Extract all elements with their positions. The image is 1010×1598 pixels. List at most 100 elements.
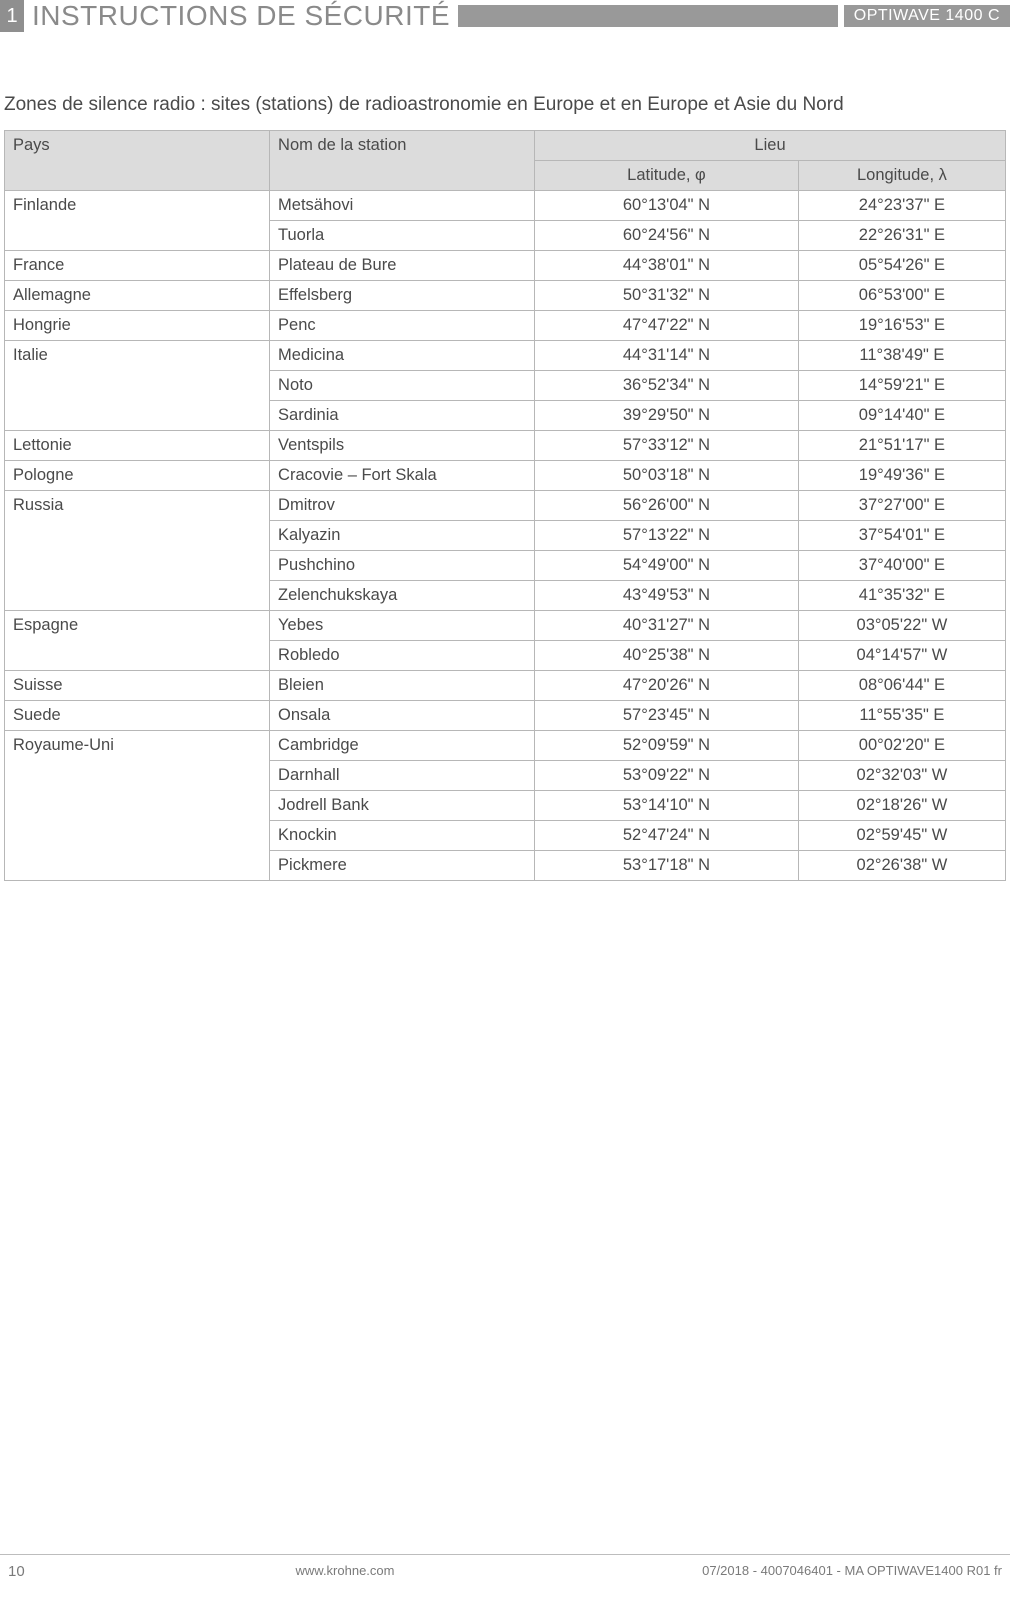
cell-country: Royaume-Uni	[5, 730, 270, 880]
cell-longitude: 00°02'20" E	[798, 730, 1005, 760]
table-row: EspagneYebes40°31'27" N03°05'22" W	[5, 610, 1006, 640]
cell-station: Onsala	[270, 700, 535, 730]
table-row: HongriePenc47°47'22" N19°16'53" E	[5, 310, 1006, 340]
cell-country: Italie	[5, 340, 270, 430]
cell-latitude: 36°52'34" N	[535, 370, 799, 400]
cell-latitude: 57°23'45" N	[535, 700, 799, 730]
cell-latitude: 50°03'18" N	[535, 460, 799, 490]
cell-station: Noto	[270, 370, 535, 400]
cell-longitude: 08°06'44" E	[798, 670, 1005, 700]
cell-latitude: 53°14'10" N	[535, 790, 799, 820]
cell-longitude: 21°51'17" E	[798, 430, 1005, 460]
cell-latitude: 53°09'22" N	[535, 760, 799, 790]
th-longitude: Longitude, λ	[798, 160, 1005, 190]
cell-longitude: 11°38'49" E	[798, 340, 1005, 370]
page-number: 10	[8, 1563, 68, 1580]
table-body: FinlandeMetsähovi60°13'04" N24°23'37" ET…	[5, 190, 1006, 880]
cell-latitude: 44°38'01" N	[535, 250, 799, 280]
cell-longitude: 37°27'00" E	[798, 490, 1005, 520]
cell-station: Cracovie – Fort Skala	[270, 460, 535, 490]
th-country: Pays	[5, 130, 270, 190]
cell-station: Medicina	[270, 340, 535, 370]
cell-latitude: 52°09'59" N	[535, 730, 799, 760]
table-row: AllemagneEffelsberg50°31'32" N06°53'00" …	[5, 280, 1006, 310]
table-header-row: Pays Nom de la station Lieu	[5, 130, 1006, 160]
cell-longitude: 02°59'45" W	[798, 820, 1005, 850]
cell-longitude: 11°55'35" E	[798, 700, 1005, 730]
cell-latitude: 44°31'14" N	[535, 340, 799, 370]
product-name: OPTIWAVE 1400 C	[844, 5, 1010, 27]
section-title: INSTRUCTIONS DE SÉCURITÉ	[24, 0, 458, 32]
cell-longitude: 41°35'32" E	[798, 580, 1005, 610]
table-row: SuisseBleien47°20'26" N08°06'44" E	[5, 670, 1006, 700]
cell-station: Pickmere	[270, 850, 535, 880]
cell-station: Effelsberg	[270, 280, 535, 310]
cell-country: Russia	[5, 490, 270, 610]
page-footer: 10 www.krohne.com 07/2018 - 4007046401 -…	[0, 1554, 1010, 1580]
th-latitude: Latitude, φ	[535, 160, 799, 190]
cell-longitude: 14°59'21" E	[798, 370, 1005, 400]
cell-latitude: 47°20'26" N	[535, 670, 799, 700]
cell-station: Robledo	[270, 640, 535, 670]
cell-longitude: 03°05'22" W	[798, 610, 1005, 640]
cell-longitude: 09°14'40" E	[798, 400, 1005, 430]
cell-station: Tuorla	[270, 220, 535, 250]
page-header: 1 INSTRUCTIONS DE SÉCURITÉ OPTIWAVE 1400…	[0, 0, 1010, 32]
table-row: Royaume-UniCambridge52°09'59" N00°02'20"…	[5, 730, 1006, 760]
cell-station: Ventspils	[270, 430, 535, 460]
cell-station: Sardinia	[270, 400, 535, 430]
cell-station: Jodrell Bank	[270, 790, 535, 820]
cell-longitude: 37°40'00" E	[798, 550, 1005, 580]
cell-station: Kalyazin	[270, 520, 535, 550]
table-row: RussiaDmitrov56°26'00" N37°27'00" E	[5, 490, 1006, 520]
table-row: ItalieMedicina44°31'14" N11°38'49" E	[5, 340, 1006, 370]
cell-latitude: 56°26'00" N	[535, 490, 799, 520]
cell-latitude: 60°13'04" N	[535, 190, 799, 220]
cell-latitude: 57°33'12" N	[535, 430, 799, 460]
cell-country: Finlande	[5, 190, 270, 250]
cell-latitude: 40°25'38" N	[535, 640, 799, 670]
table-row: PologneCracovie – Fort Skala50°03'18" N1…	[5, 460, 1006, 490]
table-row: FrancePlateau de Bure44°38'01" N05°54'26…	[5, 250, 1006, 280]
cell-longitude: 19°16'53" E	[798, 310, 1005, 340]
cell-longitude: 02°18'26" W	[798, 790, 1005, 820]
cell-latitude: 43°49'53" N	[535, 580, 799, 610]
cell-latitude: 40°31'27" N	[535, 610, 799, 640]
cell-longitude: 22°26'31" E	[798, 220, 1005, 250]
cell-country: Pologne	[5, 460, 270, 490]
table-row: LettonieVentspils57°33'12" N21°51'17" E	[5, 430, 1006, 460]
cell-longitude: 19°49'36" E	[798, 460, 1005, 490]
cell-latitude: 57°13'22" N	[535, 520, 799, 550]
cell-station: Zelenchukskaya	[270, 580, 535, 610]
cell-country: France	[5, 250, 270, 280]
cell-station: Yebes	[270, 610, 535, 640]
cell-country: Espagne	[5, 610, 270, 670]
cell-latitude: 52°47'24" N	[535, 820, 799, 850]
intro-text: Zones de silence radio : sites (stations…	[0, 92, 1010, 130]
cell-country: Lettonie	[5, 430, 270, 460]
cell-latitude: 39°29'50" N	[535, 400, 799, 430]
cell-latitude: 50°31'32" N	[535, 280, 799, 310]
cell-longitude: 24°23'37" E	[798, 190, 1005, 220]
table-row: FinlandeMetsähovi60°13'04" N24°23'37" E	[5, 190, 1006, 220]
cell-country: Suisse	[5, 670, 270, 700]
cell-station: Pushchino	[270, 550, 535, 580]
cell-longitude: 02°26'38" W	[798, 850, 1005, 880]
cell-longitude: 02°32'03" W	[798, 760, 1005, 790]
cell-longitude: 05°54'26" E	[798, 250, 1005, 280]
header-divider	[458, 5, 838, 27]
footer-url: www.krohne.com	[68, 1563, 622, 1580]
th-station: Nom de la station	[270, 130, 535, 190]
cell-latitude: 53°17'18" N	[535, 850, 799, 880]
footer-doc-ref: 07/2018 - 4007046401 - MA OPTIWAVE1400 R…	[622, 1563, 1002, 1580]
cell-latitude: 47°47'22" N	[535, 310, 799, 340]
cell-station: Knockin	[270, 820, 535, 850]
th-location: Lieu	[535, 130, 1006, 160]
table-row: SuedeOnsala57°23'45" N11°55'35" E	[5, 700, 1006, 730]
cell-country: Suede	[5, 700, 270, 730]
cell-station: Bleien	[270, 670, 535, 700]
cell-country: Hongrie	[5, 310, 270, 340]
cell-station: Penc	[270, 310, 535, 340]
cell-station: Darnhall	[270, 760, 535, 790]
cell-station: Cambridge	[270, 730, 535, 760]
